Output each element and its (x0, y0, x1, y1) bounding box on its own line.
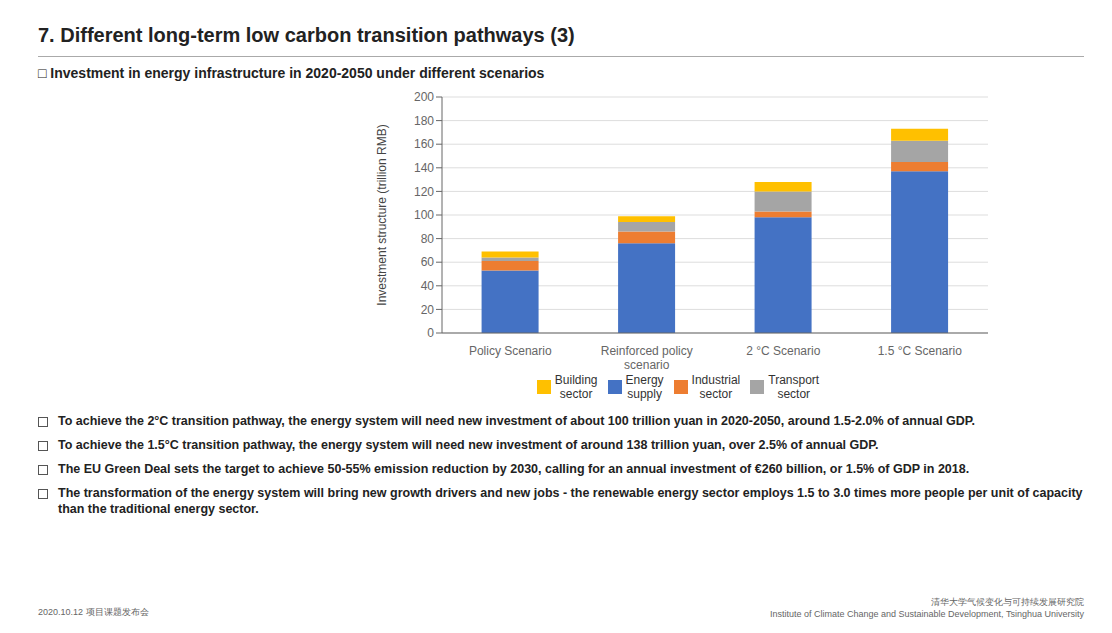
svg-text:100: 100 (414, 208, 434, 222)
svg-text:60: 60 (421, 255, 435, 269)
svg-text:20: 20 (421, 303, 435, 317)
html-text:The EU Green Deal sets the tar: The EU Green Deal sets the target to ach… (58, 462, 970, 476)
svg-text:0: 0 (427, 326, 434, 340)
svg-text:120: 120 (414, 185, 434, 199)
svg-text:Investment structure (trillion: Investment structure (trillion RMB) (375, 124, 389, 305)
svg-text:180: 180 (414, 114, 434, 128)
html-text:The transformation of the ener: The transformation of the energy system … (58, 486, 1083, 516)
svg-text:80: 80 (421, 232, 435, 246)
svg-text:1.5 °C Scenario: 1.5 °C Scenario (878, 344, 963, 358)
html-text:Transport sector: Transport sector (768, 373, 820, 401)
svg-text:2 °C Scenario: 2 °C Scenario (746, 344, 820, 358)
svg-text:40: 40 (421, 279, 435, 293)
html-text:Energy supply: Energy supply (625, 373, 664, 401)
svg-text:200: 200 (414, 90, 434, 104)
html-text:To achieve the 2°C transition: To achieve the 2°C transition pathway, t… (58, 414, 976, 428)
html-text:To achieve the 1.5°C transitio: To achieve the 1.5°C transition pathway,… (58, 438, 879, 452)
html-text:清华大学气候变化与可持续发展研究院 Institute of: 清华大学气候变化与可持续发展研究院 Institute of Climate C… (770, 597, 1084, 619)
html-text:2020.10.12 项目课题发布会: 2020.10.12 项目课题发布会 (38, 607, 149, 617)
html-text:7. Different long-term low car: 7. Different long-term low carbon transi… (38, 24, 575, 46)
svg-text:140: 140 (414, 161, 434, 175)
html-text:□ Investment in energy infrast: □ Investment in energy infrastructure in… (38, 65, 545, 81)
svg-text:Reinforced policyscenario: Reinforced policyscenario (601, 344, 693, 372)
svg-text:160: 160 (414, 137, 434, 151)
html-text:Industrial sector: Industrial sector (691, 373, 741, 401)
svg-text:Policy Scenario: Policy Scenario (469, 344, 552, 358)
html-text:Building sector: Building sector (554, 373, 598, 401)
